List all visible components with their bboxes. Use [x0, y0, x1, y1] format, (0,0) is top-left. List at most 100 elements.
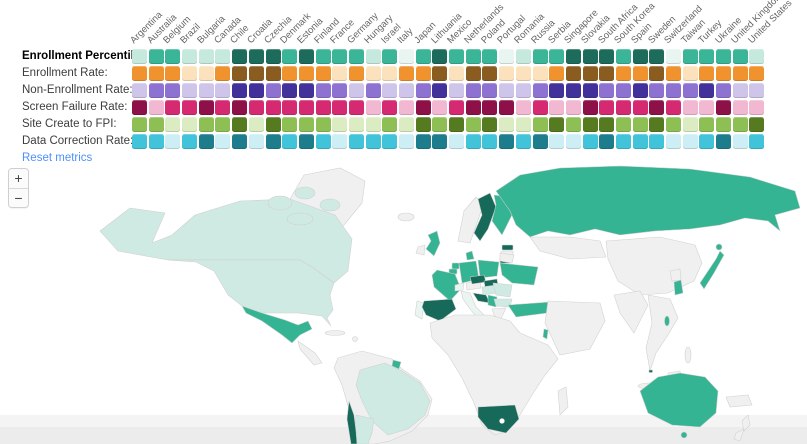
heatmap-cell[interactable] [449, 134, 465, 149]
heatmap-cell[interactable] [649, 83, 665, 98]
heatmap-cell[interactable] [215, 117, 231, 132]
heatmap-cell[interactable] [449, 83, 465, 98]
heatmap-cell[interactable] [699, 134, 715, 149]
heatmap-cell[interactable] [265, 100, 281, 115]
heatmap-cell[interactable] [465, 100, 481, 115]
heatmap-cell[interactable] [382, 100, 398, 115]
heatmap-cell[interactable] [582, 117, 598, 132]
heatmap-cell[interactable] [182, 49, 198, 64]
heatmap-cell[interactable] [248, 83, 264, 98]
country-ukraine[interactable] [499, 262, 539, 286]
heatmap-cell[interactable] [615, 134, 631, 149]
country-canada[interactable] [286, 212, 314, 226]
heatmap-cell[interactable] [615, 117, 631, 132]
heatmap-cell[interactable] [649, 134, 665, 149]
heatmap-cell[interactable] [565, 83, 581, 98]
country-brazil[interactable] [355, 362, 431, 436]
heatmap-cell[interactable] [232, 83, 248, 98]
metric-row-label-non-enrollment-rate[interactable]: Non-Enrollment Rate: [22, 84, 133, 96]
country-south-africa[interactable] [477, 404, 520, 434]
heatmap-cell[interactable] [348, 49, 364, 64]
heatmap-cell[interactable] [399, 117, 414, 132]
country-denmark[interactable] [465, 250, 475, 261]
heatmap-cell[interactable] [749, 117, 765, 132]
heatmap-cell[interactable] [232, 117, 248, 132]
heatmap-cell[interactable] [282, 134, 298, 149]
heatmap-cell[interactable] [415, 117, 431, 132]
heatmap-cell[interactable] [182, 117, 198, 132]
heatmap-cell[interactable] [582, 100, 598, 115]
heatmap-cell[interactable] [148, 49, 164, 64]
heatmap-cell[interactable] [182, 100, 198, 115]
heatmap-cell[interactable] [549, 100, 565, 115]
heatmap-cell[interactable] [599, 117, 615, 132]
heatmap-cell[interactable] [399, 134, 414, 149]
heatmap-cell[interactable] [298, 49, 314, 64]
heatmap-cell[interactable] [298, 134, 314, 149]
heatmap-cell[interactable] [666, 49, 681, 64]
heatmap-cell[interactable] [682, 117, 698, 132]
heatmap-cell[interactable] [298, 83, 314, 98]
country-serbia[interactable] [487, 294, 498, 308]
heatmap-cell[interactable] [348, 117, 364, 132]
heatmap-cell[interactable] [399, 83, 414, 98]
heatmap-cell[interactable] [365, 134, 381, 149]
heatmap-cell[interactable] [599, 134, 615, 149]
heatmap-cell[interactable] [248, 117, 264, 132]
heatmap-cell[interactable] [666, 66, 681, 81]
heatmap-cell[interactable] [365, 83, 381, 98]
heatmap-cell[interactable] [599, 66, 615, 81]
heatmap-cell[interactable] [749, 66, 765, 81]
country-switzerland[interactable] [454, 282, 465, 292]
heatmap-cell[interactable] [248, 49, 264, 64]
country-united-states[interactable] [167, 259, 335, 327]
heatmap-cell[interactable] [465, 66, 481, 81]
heatmap-cell[interactable] [165, 117, 181, 132]
heatmap-cell[interactable] [666, 100, 681, 115]
heatmap-cell[interactable] [198, 49, 214, 64]
heatmap-cell[interactable] [232, 49, 248, 64]
country-sweden[interactable] [473, 192, 497, 242]
heatmap-cell[interactable] [632, 83, 648, 98]
heatmap-cell[interactable] [732, 134, 748, 149]
heatmap-cell[interactable] [165, 83, 181, 98]
heatmap-cell[interactable] [432, 49, 448, 64]
heatmap-cell[interactable] [165, 66, 181, 81]
heatmap-cell[interactable] [482, 49, 498, 64]
heatmap-cell[interactable] [482, 66, 498, 81]
heatmap-cell[interactable] [198, 100, 214, 115]
heatmap-cell[interactable] [632, 134, 648, 149]
heatmap-cell[interactable] [382, 49, 398, 64]
heatmap-cell[interactable] [615, 100, 631, 115]
heatmap-cell[interactable] [415, 83, 431, 98]
heatmap-cell[interactable] [716, 117, 732, 132]
country-romania[interactable] [492, 282, 513, 298]
heatmap-cell[interactable] [432, 100, 448, 115]
heatmap-cell[interactable] [148, 117, 164, 132]
heatmap-cell[interactable] [248, 66, 264, 81]
heatmap-cell[interactable] [732, 49, 748, 64]
heatmap-cell[interactable] [415, 100, 431, 115]
heatmap-cell[interactable] [565, 49, 581, 64]
heatmap-cell[interactable] [499, 83, 515, 98]
metric-row-label-screen-failure-rate[interactable]: Screen Failure Rate: [22, 101, 128, 113]
heatmap-cell[interactable] [499, 49, 515, 64]
heatmap-cell[interactable] [315, 49, 331, 64]
heatmap-cell[interactable] [482, 134, 498, 149]
heatmap-cell[interactable] [432, 83, 448, 98]
heatmap-cell[interactable] [449, 66, 465, 81]
heatmap-cell[interactable] [699, 100, 715, 115]
heatmap-cell[interactable] [432, 134, 448, 149]
heatmap-cell[interactable] [182, 134, 198, 149]
heatmap-cell[interactable] [265, 134, 281, 149]
heatmap-cell[interactable] [749, 100, 765, 115]
heatmap-cell[interactable] [565, 134, 581, 149]
heatmap-cell[interactable] [148, 66, 164, 81]
heatmap-cell[interactable] [465, 134, 481, 149]
country-canada[interactable] [319, 198, 341, 212]
heatmap-cell[interactable] [749, 134, 765, 149]
country-japan[interactable] [715, 243, 723, 251]
heatmap-cell[interactable] [215, 134, 231, 149]
heatmap-cell[interactable] [148, 134, 164, 149]
heatmap-cell[interactable] [415, 66, 431, 81]
